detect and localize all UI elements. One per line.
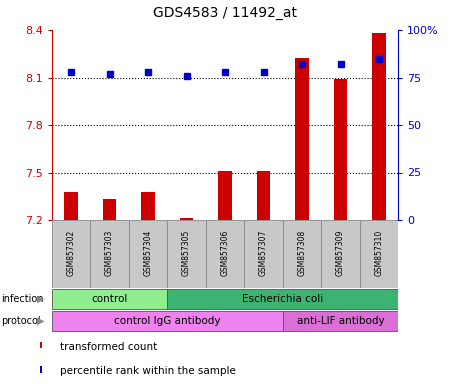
Text: control: control: [91, 294, 128, 304]
Text: GSM857307: GSM857307: [259, 230, 268, 276]
Bar: [295, 58, 309, 220]
Text: anti-LIF antibody: anti-LIF antibody: [297, 316, 384, 326]
Bar: [40, 342, 42, 348]
Bar: [334, 79, 347, 220]
Text: protocol: protocol: [1, 316, 40, 326]
Text: ▶: ▶: [37, 294, 44, 304]
Bar: [52, 311, 283, 331]
Bar: [129, 220, 167, 288]
Bar: [103, 199, 116, 220]
Bar: [167, 289, 398, 309]
Bar: [52, 220, 90, 288]
Bar: [218, 171, 232, 220]
Text: infection: infection: [1, 294, 43, 304]
Text: GSM857308: GSM857308: [297, 230, 306, 276]
Text: Escherichia coli: Escherichia coli: [242, 294, 324, 304]
Bar: [64, 192, 78, 220]
Bar: [372, 33, 386, 220]
Bar: [90, 220, 129, 288]
Text: percentile rank within the sample: percentile rank within the sample: [60, 366, 236, 376]
Bar: [283, 311, 398, 331]
Text: GSM857304: GSM857304: [144, 230, 153, 276]
Bar: [257, 171, 270, 220]
Text: GSM857310: GSM857310: [374, 230, 383, 276]
Text: ▶: ▶: [37, 316, 44, 326]
Bar: [206, 220, 244, 288]
Bar: [141, 192, 155, 220]
Text: GSM857309: GSM857309: [336, 230, 345, 276]
Text: GSM857305: GSM857305: [182, 230, 191, 276]
Bar: [40, 366, 42, 373]
Bar: [180, 218, 193, 220]
Bar: [244, 220, 283, 288]
Bar: [167, 220, 206, 288]
Text: control IgG antibody: control IgG antibody: [114, 316, 220, 326]
Text: GDS4583 / 11492_at: GDS4583 / 11492_at: [153, 7, 297, 20]
Text: GSM857302: GSM857302: [67, 230, 76, 276]
Text: GSM857306: GSM857306: [220, 230, 230, 276]
Bar: [52, 289, 167, 309]
Bar: [321, 220, 360, 288]
Text: transformed count: transformed count: [60, 341, 158, 352]
Text: GSM857303: GSM857303: [105, 230, 114, 276]
Bar: [283, 220, 321, 288]
Bar: [360, 220, 398, 288]
